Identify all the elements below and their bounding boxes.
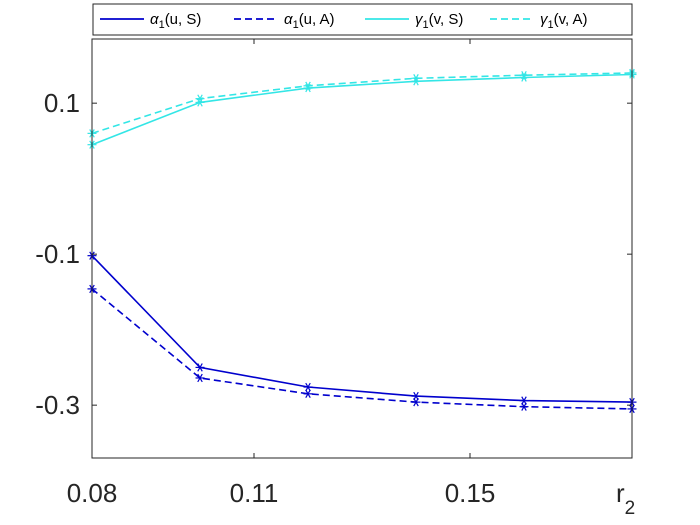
series-2-marker-5 xyxy=(519,402,529,411)
series-3-marker-2-stroke xyxy=(197,98,203,107)
x-tick-label-3: 0.15 xyxy=(445,478,496,508)
y-tick-label-1: 0.1 xyxy=(44,88,80,118)
series-2-marker-3-stroke xyxy=(305,389,311,399)
ticks-layer xyxy=(91,39,632,458)
plot-frame xyxy=(91,38,633,459)
legend-items: α1(u, S) α1(u, A) γ1(v, S) γ1(v, A) xyxy=(100,11,588,31)
series-4-marker-5 xyxy=(519,71,529,80)
x-tick-label-1: 0.08 xyxy=(67,478,118,508)
series-2-marker-4 xyxy=(411,397,421,407)
series-2 xyxy=(87,284,637,414)
series-2-marker-4-stroke xyxy=(413,397,419,407)
series-1-line xyxy=(91,255,633,403)
series-2-marker-3 xyxy=(303,389,313,399)
legend-item-3: γ1(v, S) xyxy=(365,11,463,31)
series-2-marker-2 xyxy=(195,373,205,383)
series-4-marker-2-stroke xyxy=(197,94,203,103)
series-4-line xyxy=(91,72,633,135)
series-1-marker-3 xyxy=(303,382,313,392)
y-tick-label-3: -0.3 xyxy=(35,390,80,420)
series-2-marker-2-stroke xyxy=(197,373,203,383)
legend-label-2: α1(u, A) xyxy=(284,11,335,31)
x-axis-label: r2 xyxy=(616,478,635,519)
series-4-marker-4-stroke xyxy=(413,74,419,83)
series-4-marker-3-stroke xyxy=(305,81,311,91)
legend-label-1: α1(u, S) xyxy=(150,11,201,31)
y-tick-label-2: -0.1 xyxy=(35,239,80,269)
legend-label-4: γ1(v, A) xyxy=(540,11,588,31)
series-1-marker-2 xyxy=(195,363,205,372)
series-1-marker-3-stroke xyxy=(305,382,311,392)
series-4-marker-5-stroke xyxy=(521,71,527,80)
series-layer xyxy=(87,68,637,414)
legend-item-2: α1(u, A) xyxy=(234,11,335,31)
series-3-line xyxy=(91,73,633,146)
series-4-marker-4 xyxy=(411,74,421,83)
series-2-line xyxy=(91,288,633,410)
legend: α1(u, S) α1(u, A) γ1(v, S) γ1(v, A) xyxy=(92,3,633,36)
series-4-marker-3 xyxy=(303,81,313,91)
legend-item-1: α1(u, S) xyxy=(100,11,201,31)
tick-labels-layer: 0.08 0.11 0.15 0.1 -0.1 -0.3 xyxy=(35,88,495,508)
series-1-marker-2-stroke xyxy=(197,363,203,372)
legend-box xyxy=(92,3,633,36)
legend-label-3: γ1(v, S) xyxy=(415,11,463,31)
series-2-marker-5-stroke xyxy=(521,402,527,411)
legend-item-4: γ1(v, A) xyxy=(490,11,588,31)
series-4-marker-2 xyxy=(195,94,205,103)
x-tick-label-2: 0.11 xyxy=(230,478,279,508)
